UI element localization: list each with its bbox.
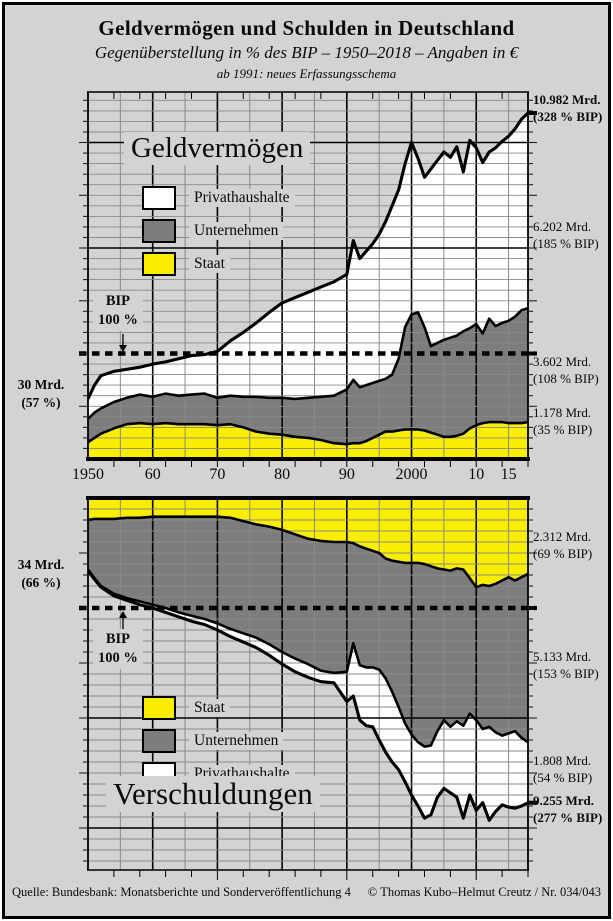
x-tick-label: 80 [274, 466, 291, 483]
bip-label-line1: BIP [105, 631, 131, 647]
legend-item-unternehmen: Unternehmen [142, 214, 295, 247]
value-line: 5.133 Mrd. [533, 649, 592, 664]
bip-label-line2: 100 % [98, 312, 138, 328]
top-chart-total-label: 10.982 Mrd. (328 % BIP) [533, 92, 613, 125]
value-line: (328 % BIP) [533, 108, 603, 124]
bip-100-label-bottom: BIP 100 % [93, 629, 143, 669]
value-line: (35 % BIP) [533, 421, 593, 437]
legend-item-staat: Staat [142, 691, 295, 724]
unternehmen-swatch [142, 218, 176, 243]
top-chart-privathaushalte-label: 6.202 Mrd. (185 % BIP) [533, 219, 613, 252]
bottom-chart-1950-value-label: 34 Mrd. (66 %) [2, 556, 80, 591]
top-chart-title: Geldvermögen [124, 132, 311, 166]
bip-label-line2: 100 % [98, 650, 138, 666]
x-tick-label: 2000 [395, 466, 428, 483]
legend-label: Staat [189, 698, 230, 717]
x-tick-label: 15 [500, 466, 517, 483]
top-chart-1950-value-label: 30 Mrd. (57 %) [2, 376, 80, 411]
bottom-chart-privathaushalte-label: 1.808 Mrd. (54 % BIP) [533, 753, 613, 786]
value-line: (277 % BIP) [533, 809, 603, 825]
top-chart-legend: Privathaushalte Unternehmen Staat [142, 181, 295, 280]
unternehmen-swatch [142, 728, 176, 753]
x-tick-label: 70 [209, 466, 226, 483]
value-line: (185 % BIP) [533, 235, 599, 251]
value-line: 3.602 Mrd. [533, 354, 592, 369]
staat-swatch [142, 251, 176, 276]
legend-item-privathaushalte: Privathaushalte [142, 181, 295, 214]
x-tick-label: 1950 [72, 466, 104, 483]
page-note: ab 1991: neues Erfassungsschema [216, 66, 397, 81]
value-line: (108 % BIP) [533, 370, 599, 386]
bottom-chart-total-label: 9.255 Mrd. (277 % BIP) [533, 793, 613, 826]
value-line: 34 Mrd. [17, 557, 65, 572]
value-line: (54 % BIP) [533, 769, 593, 785]
bip-label-line1: BIP [105, 293, 131, 309]
copyright-note: © Thomas Kubo–Helmut Creutz / Nr. 034/04… [367, 885, 601, 899]
privathaushalte-swatch [142, 185, 176, 210]
staat-swatch [142, 695, 176, 720]
bottom-chart-unternehmen-label: 5.133 Mrd. (153 % BIP) [533, 649, 613, 682]
value-line: 1.808 Mrd. [533, 753, 592, 768]
legend-label: Unternehmen [189, 221, 284, 240]
value-line: (66 %) [21, 574, 61, 590]
bottom-chart-staat-label: 2.312 Mrd. (69 % BIP) [533, 529, 613, 562]
top-chart-unternehmen-label: 3.602 Mrd. (108 % BIP) [533, 354, 613, 387]
bip-100-label-top: BIP 100 % [93, 291, 143, 331]
value-line: (153 % BIP) [533, 665, 599, 681]
value-line: (69 % BIP) [533, 545, 593, 561]
value-line: 10.982 Mrd. [533, 92, 601, 107]
value-line: 2.312 Mrd. [533, 529, 592, 544]
legend-item-unternehmen: Unternehmen [142, 724, 295, 757]
value-line: 1.178 Mrd. [533, 405, 592, 420]
legend-label: Staat [189, 254, 230, 273]
top-chart-staat-label: 1.178 Mrd. (35 % BIP) [533, 405, 613, 438]
bottom-chart-title: Verschuldungen [106, 776, 320, 812]
value-line: 6.202 Mrd. [533, 219, 592, 234]
legend-item-staat: Staat [142, 247, 295, 280]
page-subtitle: Gegenüberstellung in % des BIP – 1950–20… [94, 43, 519, 62]
x-tick-label: 60 [144, 466, 161, 483]
value-line: 9.255 Mrd. [533, 793, 595, 808]
value-line: (57 %) [21, 394, 61, 410]
source-note: Quelle: Bundesbank: Monatsberichte und S… [12, 885, 351, 899]
page-title: Geldvermögen und Schulden in Deutschland [98, 16, 515, 40]
x-tick-label: 90 [338, 466, 355, 483]
legend-label: Privathaushalte [189, 188, 295, 207]
value-line: 30 Mrd. [17, 377, 65, 392]
x-tick-label: 10 [468, 466, 485, 483]
legend-label: Unternehmen [189, 731, 284, 750]
